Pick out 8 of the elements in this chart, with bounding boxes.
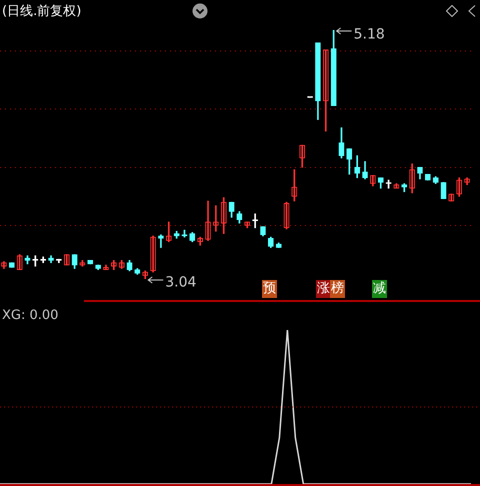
annotation: 3.04 — [165, 274, 196, 291]
text: 涨 — [316, 280, 331, 298]
annotation: 5.18 — [354, 26, 385, 43]
chart-title: (日线.前复权) — [2, 3, 82, 20]
chart-title: XG: 0.00 — [2, 308, 58, 323]
text: 预 — [262, 280, 277, 298]
text: 榜 — [330, 280, 345, 298]
text: 减 — [372, 280, 387, 298]
